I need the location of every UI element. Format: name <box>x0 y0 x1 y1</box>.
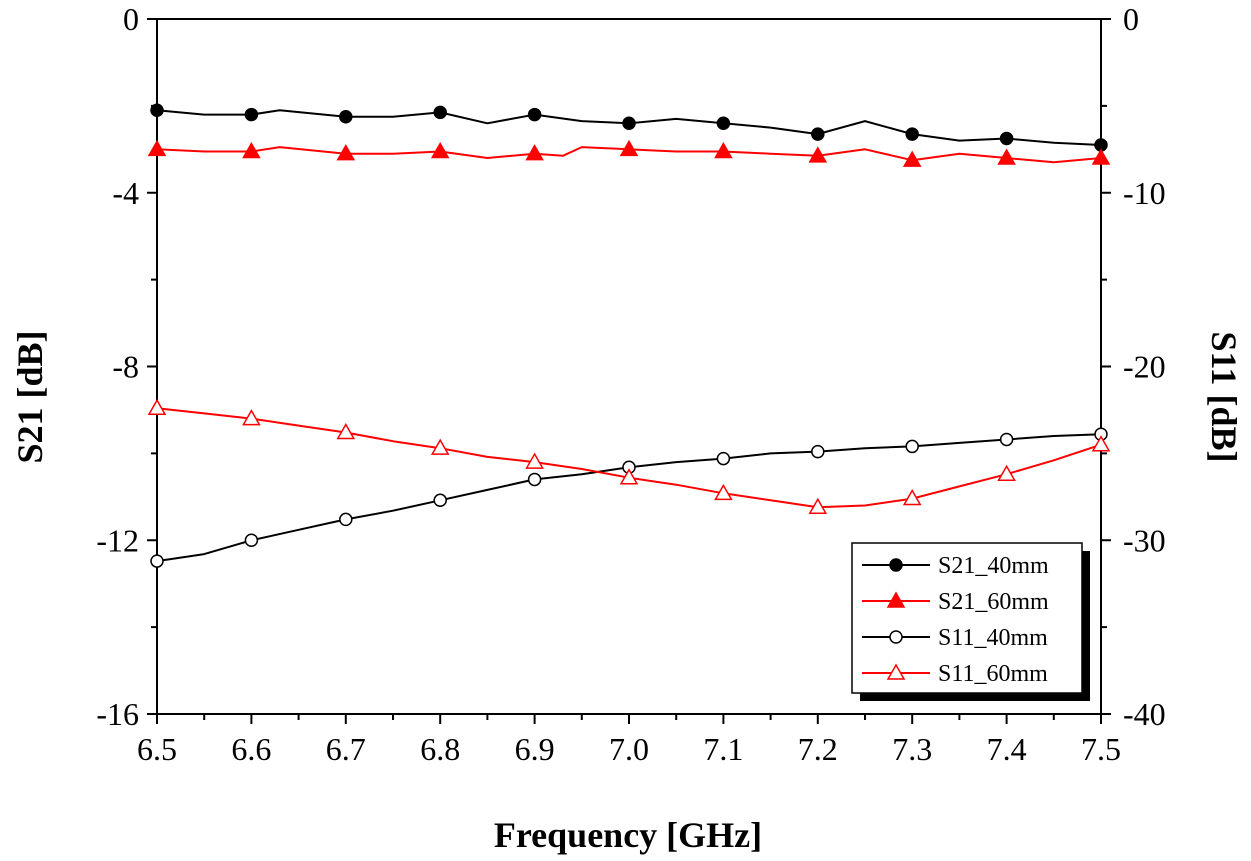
x-tick-label: 6.6 <box>231 731 271 767</box>
data-point-s11-40mm <box>339 512 353 527</box>
data-point-s21-40mm <box>999 131 1014 146</box>
x-axis-title: Frequency [GHz] <box>494 815 762 855</box>
data-point-s11-60mm <box>525 452 544 469</box>
y-right-tick-label: -40 <box>1123 696 1166 732</box>
series-line-s11-40mm <box>156 433 1102 563</box>
data-point-s21-40mm <box>622 116 636 130</box>
data-point-s11-60mm <box>336 423 356 440</box>
y-right-tick-label: -30 <box>1123 522 1166 558</box>
data-point-s21-60mm <box>242 141 261 159</box>
data-point-s21-40mm <box>905 127 919 141</box>
x-tick-label: 7.0 <box>609 731 649 767</box>
data-point-s11-40mm <box>527 472 542 487</box>
data-point-s11-60mm <box>242 409 261 426</box>
legend-label-s21-40mm: S21_40mm <box>938 553 1049 579</box>
y-right-tick-label: 0 <box>1123 1 1139 37</box>
plot-area <box>147 103 1111 568</box>
x-tick-label: 6.8 <box>420 731 460 767</box>
x-tick-label: 7.1 <box>703 731 743 767</box>
legend-marker-s11-60mm <box>886 663 906 680</box>
data-point-s11-60mm <box>1091 435 1111 452</box>
data-point-s21-40mm <box>811 127 825 141</box>
legend: S21_40mm S21_60mm S11_40mm S11_60mm <box>851 542 1090 701</box>
data-point-s11-40mm <box>811 444 825 459</box>
y-left-tick-label: -4 <box>112 175 139 211</box>
data-point-s21-60mm <box>997 148 1016 165</box>
data-point-s11-60mm <box>147 398 167 415</box>
data-point-s21-60mm <box>336 144 356 161</box>
x-tick-label: 7.4 <box>987 731 1027 767</box>
data-point-s21-40mm <box>150 103 164 117</box>
data-point-s21-60mm <box>808 146 828 163</box>
data-point-s11-40mm <box>244 533 259 547</box>
y-right-tick-label: -20 <box>1123 349 1166 385</box>
series-s11-60mm <box>147 398 1111 514</box>
data-point-s21-60mm <box>525 144 544 161</box>
legend-marker-s11-40mm <box>889 630 903 644</box>
legend-label-s11-60mm: S11_60mm <box>938 661 1048 687</box>
data-point-s11-60mm <box>714 483 733 501</box>
data-point-s21-40mm <box>339 109 353 124</box>
data-point-s11-60mm <box>808 497 828 514</box>
data-point-s11-40mm <box>150 554 164 568</box>
series-s21-40mm <box>150 103 1108 152</box>
legend-marker-s21-60mm <box>886 591 906 608</box>
y-left-tick-label: -8 <box>112 349 139 385</box>
data-point-s21-40mm <box>527 107 542 122</box>
x-tick-label: 7.2 <box>798 731 838 767</box>
series-line-s21-60mm <box>156 146 1102 164</box>
y-right-tick-label: -10 <box>1123 175 1166 211</box>
data-point-s11-60mm <box>902 489 922 506</box>
x-tick-label: 7.5 <box>1081 731 1121 767</box>
data-point-s21-40mm <box>716 116 731 130</box>
series-line-s11-60mm <box>156 407 1102 509</box>
y-right-axis-title: S11 [dB] <box>1204 331 1244 462</box>
data-point-s21-60mm <box>147 139 167 157</box>
series-s11-40mm <box>150 427 1108 568</box>
data-point-s21-60mm <box>619 139 639 157</box>
y-left-tick-label: 0 <box>123 1 139 37</box>
data-point-s11-40mm <box>905 439 919 454</box>
legend-marker-s21-40mm <box>889 558 903 572</box>
y-left-axis-title: S21 [dB] <box>10 330 50 463</box>
x-tick-label: 6.9 <box>515 731 555 767</box>
data-point-s11-40mm <box>999 432 1014 447</box>
tick-labels: 6.5 6.6 6.7 6.8 6.9 7.0 7.1 7.2 7.3 7.4 7.5 0 -4 -8 -1… <box>96 1 1165 767</box>
data-point-s21-60mm <box>902 150 922 167</box>
x-tick-label: 6.5 <box>137 731 177 767</box>
data-point-s11-60mm <box>619 468 639 485</box>
data-point-s11-60mm <box>430 438 450 455</box>
data-point-s11-40mm <box>433 493 447 508</box>
data-point-s21-60mm <box>430 141 450 159</box>
data-point-s21-60mm <box>714 141 733 159</box>
series-s21-60mm <box>147 139 1111 167</box>
data-point-s11-60mm <box>997 464 1016 481</box>
data-point-s11-40mm <box>716 451 731 466</box>
x-tick-label: 7.3 <box>892 731 932 767</box>
axes <box>147 18 1111 724</box>
legend-label-s21-60mm: S21_60mm <box>938 589 1049 615</box>
data-point-s21-60mm <box>1091 148 1111 165</box>
data-point-s21-40mm <box>433 105 447 120</box>
data-point-s21-40mm <box>244 107 259 122</box>
x-tick-label: 6.7 <box>326 731 366 767</box>
legend-label-s11-40mm: S11_40mm <box>938 625 1048 651</box>
y-left-tick-label: -16 <box>96 696 139 732</box>
y-left-tick-label: -12 <box>96 522 139 558</box>
